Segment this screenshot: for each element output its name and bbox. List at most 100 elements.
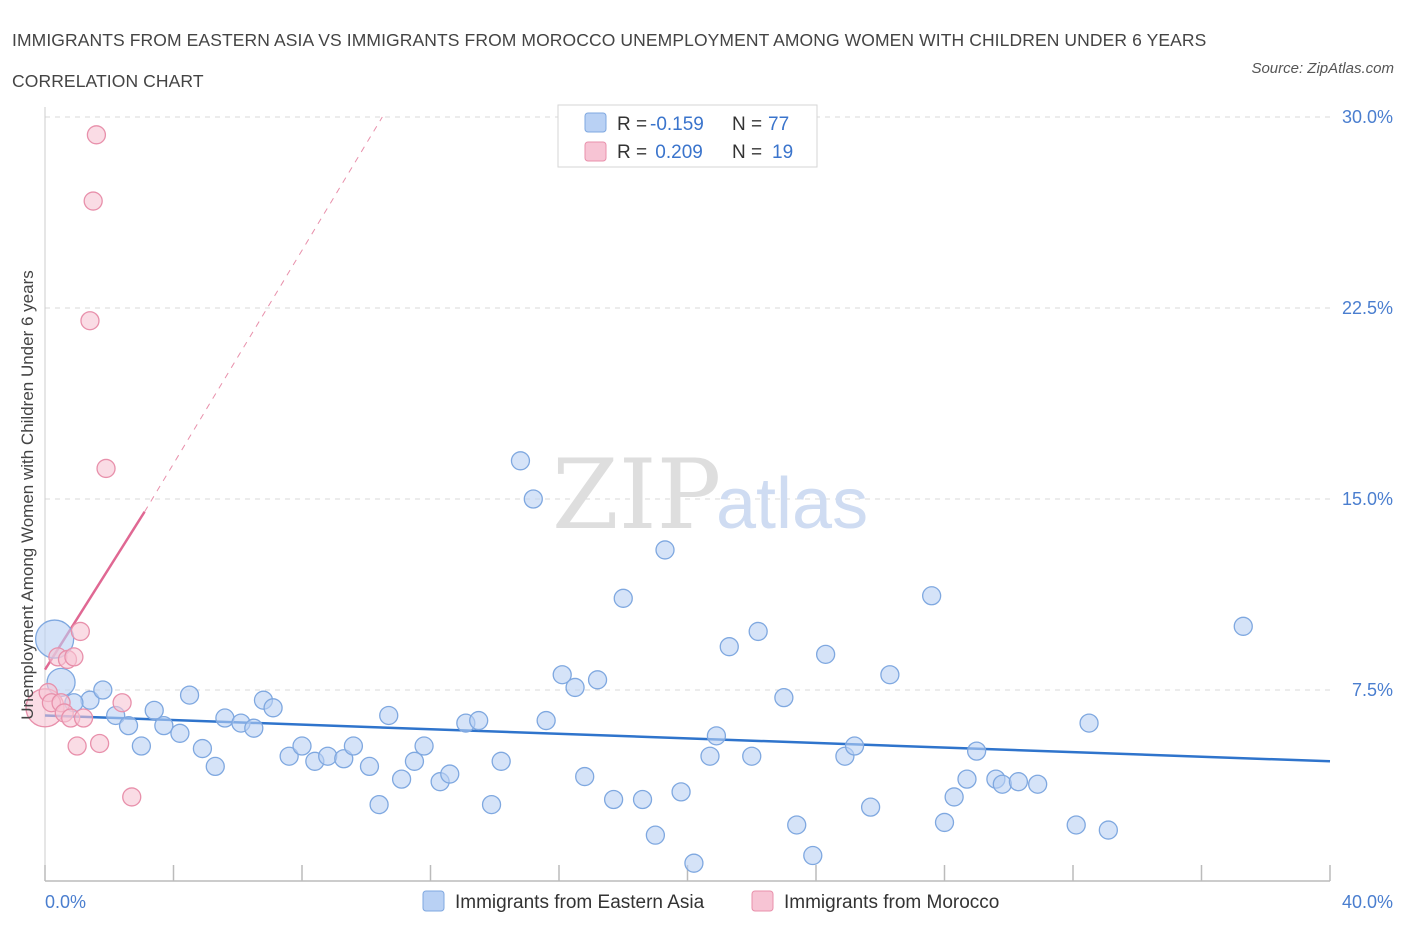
eastern-asia-point bbox=[992, 774, 1012, 794]
eastern-asia-point bbox=[1079, 713, 1099, 733]
morocco-point bbox=[96, 458, 116, 479]
eastern-asia-point bbox=[603, 789, 624, 810]
eastern-asia-point bbox=[292, 736, 312, 756]
eastern-asia-point bbox=[369, 794, 389, 815]
legend-r-label-2: R = bbox=[617, 142, 647, 163]
eastern-asia-point bbox=[343, 736, 364, 756]
eastern-asia-point bbox=[93, 680, 113, 700]
morocco-point bbox=[112, 693, 132, 713]
eastern-asia-point bbox=[359, 756, 380, 777]
morocco-point bbox=[73, 708, 94, 728]
eastern-asia-point bbox=[404, 751, 425, 771]
eastern-asia-point bbox=[1066, 815, 1086, 835]
eastern-asia-point bbox=[118, 716, 139, 736]
eastern-asia-point bbox=[414, 736, 434, 756]
eastern-asia-point bbox=[205, 756, 225, 777]
morocco-point bbox=[70, 621, 90, 642]
watermark: ZIP atlas bbox=[552, 439, 868, 551]
legend-swatch-blue bbox=[584, 112, 607, 133]
eastern-asia-point bbox=[748, 621, 768, 642]
eastern-asia-point bbox=[815, 644, 836, 664]
eastern-asia-point bbox=[922, 586, 942, 606]
eastern-asia-point bbox=[700, 746, 720, 766]
x-tick-label-1: 40.0% bbox=[1342, 892, 1393, 912]
morocco-point bbox=[86, 125, 107, 145]
y-tick-label-2: 22.5% bbox=[1342, 298, 1393, 318]
eastern-asia-point bbox=[742, 746, 762, 766]
eastern-asia-point bbox=[379, 705, 399, 726]
eastern-asia-point bbox=[244, 718, 264, 738]
eastern-asia-point bbox=[552, 665, 572, 685]
legend-n-label-1: N = bbox=[732, 114, 762, 135]
eastern-asia-point bbox=[523, 489, 543, 509]
morocco-point bbox=[80, 311, 100, 331]
eastern-asia-point bbox=[491, 751, 511, 771]
y-tick-label-3: 30.0% bbox=[1342, 107, 1393, 127]
eastern-asia-point bbox=[706, 726, 727, 746]
eastern-asia-point bbox=[645, 825, 666, 845]
watermark-atlas: atlas bbox=[716, 464, 868, 544]
y-tick-label-0: 7.5% bbox=[1352, 680, 1393, 700]
eastern-asia-point bbox=[957, 769, 977, 789]
eastern-asia-point bbox=[774, 687, 794, 708]
morocco-point bbox=[67, 736, 87, 756]
grid-lines bbox=[45, 116, 1330, 691]
axes bbox=[44, 107, 1331, 882]
eastern-asia-point bbox=[192, 738, 213, 759]
eastern-asia-point bbox=[787, 815, 807, 835]
eastern-asia-point bbox=[632, 789, 653, 810]
bottom-legend-swatch-pink bbox=[751, 890, 774, 912]
eastern-asia-point bbox=[966, 741, 987, 761]
eastern-asia-point bbox=[144, 700, 164, 721]
legend-r-label-1: R = bbox=[617, 114, 647, 135]
legend-n-value-1: 77 bbox=[768, 114, 789, 135]
legend-r-value-1: -0.159 bbox=[650, 114, 704, 135]
legend-box: R = -0.159 N = 77 R = 0.209 N = 19 bbox=[557, 104, 818, 168]
chart-title: IMMIGRANTS FROM EASTERN ASIA VS IMMIGRAN… bbox=[12, 30, 1207, 91]
eastern-asia-point bbox=[179, 685, 200, 705]
bottom-legend: Immigrants from Eastern Asia Immigrants … bbox=[422, 890, 999, 913]
morocco-point bbox=[89, 733, 110, 754]
eastern-asia-point bbox=[510, 451, 531, 471]
bottom-legend-swatch-blue bbox=[422, 890, 445, 912]
eastern-asia-point bbox=[440, 764, 460, 784]
eastern-asia-point bbox=[334, 749, 354, 769]
legend-r-value-2: 0.209 bbox=[650, 142, 703, 163]
legend-swatch-pink bbox=[584, 141, 607, 162]
source-label: Source: ZipAtlas.com bbox=[1251, 60, 1394, 77]
eastern-asia-point bbox=[215, 708, 235, 728]
eastern-asia-point bbox=[1233, 616, 1253, 636]
eastern-asia-point bbox=[131, 736, 152, 756]
eastern-asia-point bbox=[469, 710, 489, 731]
morocco-point bbox=[83, 191, 103, 211]
trend-line-morocco-extended bbox=[144, 116, 383, 512]
eastern-asia-point bbox=[565, 677, 585, 698]
y-axis-title: Unemployment Among Women with Children U… bbox=[18, 270, 37, 719]
legend-n-value-2: 19 bbox=[772, 142, 793, 163]
watermark-zip: ZIP bbox=[552, 439, 721, 551]
eastern-asia-point bbox=[934, 812, 955, 833]
eastern-asia-point bbox=[575, 766, 595, 787]
eastern-asia-point bbox=[279, 746, 299, 766]
eastern-asia-point bbox=[880, 665, 900, 685]
y-tick-label-1: 15.0% bbox=[1342, 489, 1393, 509]
tick-labels: 7.5% 15.0% 22.5% 30.0% 0.0% 40.0% bbox=[45, 107, 1393, 912]
eastern-asia-point bbox=[1008, 772, 1029, 792]
eastern-asia-point bbox=[684, 853, 704, 873]
eastern-asia-point bbox=[613, 588, 633, 608]
series-morocco bbox=[25, 125, 142, 807]
eastern-asia-point bbox=[844, 736, 865, 756]
eastern-asia-point bbox=[481, 794, 502, 815]
legend-n-label-2: N = bbox=[732, 142, 762, 163]
eastern-asia-point bbox=[318, 746, 338, 766]
bottom-legend-label-morocco: Immigrants from Morocco bbox=[784, 892, 999, 913]
eastern-asia-point bbox=[154, 716, 174, 736]
eastern-asia-point bbox=[536, 710, 556, 731]
morocco-point bbox=[64, 647, 84, 667]
eastern-asia-point bbox=[860, 797, 881, 817]
eastern-asia-point bbox=[1028, 774, 1048, 794]
eastern-asia-point bbox=[587, 670, 608, 690]
eastern-asia-point bbox=[944, 787, 964, 807]
eastern-asia-point bbox=[803, 845, 823, 866]
